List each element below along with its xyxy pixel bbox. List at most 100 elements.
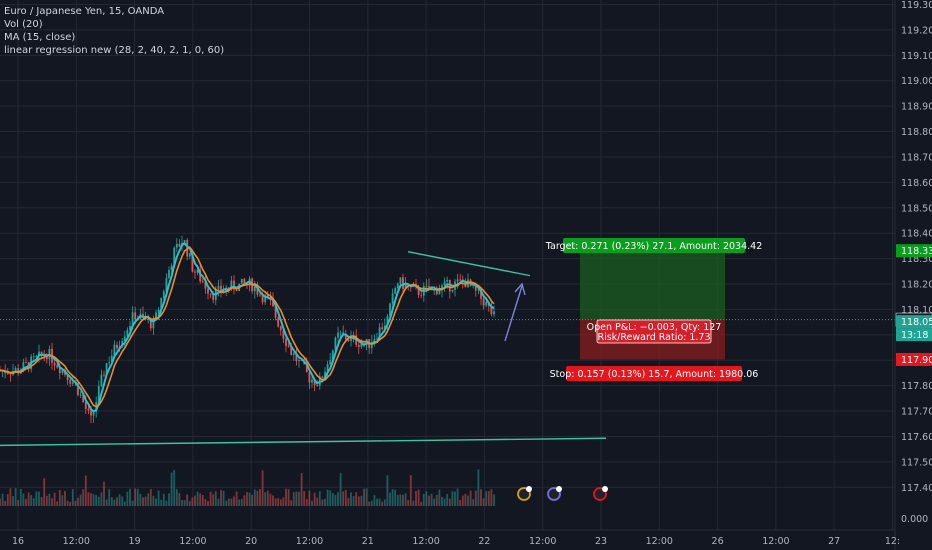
candle-body xyxy=(282,330,285,339)
volume-bar xyxy=(170,472,173,506)
candle-body xyxy=(277,317,280,327)
volume-bar xyxy=(191,497,194,506)
symbol-title[interactable]: Euro / Japanese Yen, 15, OANDA xyxy=(4,6,164,17)
volume-bar xyxy=(199,493,202,506)
volume-bar xyxy=(173,470,176,506)
volume-bar xyxy=(105,499,108,506)
volume-indicator-label[interactable]: Vol (20) xyxy=(4,19,43,30)
candle-body xyxy=(378,327,381,339)
event-markers[interactable] xyxy=(517,486,608,501)
candle-body xyxy=(459,279,462,281)
time-tick-label: 23 xyxy=(595,536,607,547)
regression-indicator-label[interactable]: linear regression new (28, 2, 40, 2, 1, … xyxy=(4,45,224,56)
ma-indicator-label[interactable]: MA (15, close) xyxy=(4,32,75,43)
event-badge-icon xyxy=(526,486,532,492)
target-label-box[interactable] xyxy=(563,238,745,253)
time-axis[interactable]: 16 12:00 19 12:00 20 12:00 21 12:00 22 12:00 23 12:… xyxy=(0,529,900,547)
volume-bar xyxy=(74,500,77,506)
candle-body xyxy=(347,339,350,341)
candle-body xyxy=(391,293,394,304)
candle-body xyxy=(334,337,337,351)
candle-body xyxy=(272,299,274,307)
volume-bar xyxy=(295,491,298,506)
volume-bar xyxy=(493,494,495,506)
price-axis-tag xyxy=(896,315,932,329)
price-axis-tag xyxy=(896,328,932,342)
volume-bar xyxy=(165,500,168,506)
candle-body xyxy=(313,379,316,386)
candle-body xyxy=(233,280,235,290)
volume-bar xyxy=(243,495,246,506)
time-tick-label: 27 xyxy=(828,536,840,547)
pnl-box[interactable] xyxy=(596,319,712,344)
volume-bar xyxy=(269,493,272,506)
volume-bar xyxy=(264,492,267,506)
volume-bar xyxy=(64,490,66,506)
stop-label-box[interactable] xyxy=(566,366,742,381)
volume-bar xyxy=(201,495,204,506)
price-tick-label: 118.600 xyxy=(901,178,932,189)
volume-bar xyxy=(126,491,129,506)
volume-bar xyxy=(461,495,464,506)
candle-body xyxy=(256,286,259,295)
volume-bar xyxy=(357,496,360,506)
candle-body xyxy=(105,363,108,375)
candle-body xyxy=(6,373,9,374)
candle-body xyxy=(399,277,402,284)
candle-body xyxy=(316,385,319,386)
price-tick-label: 117.400 xyxy=(901,483,932,494)
volume-bar xyxy=(53,492,56,506)
volume-bar xyxy=(428,495,430,506)
volume-bar xyxy=(139,493,142,506)
candle-body xyxy=(204,282,207,289)
volume-bar xyxy=(19,489,22,506)
candle-body xyxy=(90,410,92,416)
candle-body xyxy=(77,382,79,396)
time-tick-label: 19 xyxy=(129,536,141,547)
candle-body xyxy=(396,283,399,289)
volume-bar xyxy=(214,491,217,506)
volume-axis-label: 0.000 xyxy=(901,514,928,525)
candle-body xyxy=(287,345,290,347)
volume-bar xyxy=(118,494,121,506)
price-tick-label: 119.200 xyxy=(901,25,932,36)
support-trendline xyxy=(0,437,607,447)
volume-bar xyxy=(248,492,251,506)
volume-bar xyxy=(487,491,490,506)
volume-bar xyxy=(155,498,157,506)
drawings[interactable] xyxy=(0,251,607,447)
volume-bar xyxy=(51,498,53,506)
time-tick-label: 21 xyxy=(362,536,374,547)
volume-bar xyxy=(399,494,402,506)
volume-bar xyxy=(1,493,4,506)
volume-bar xyxy=(196,491,199,506)
volume-bar xyxy=(451,491,454,506)
time-tick-label: 12:00 xyxy=(179,536,206,547)
candle-body xyxy=(196,269,199,273)
volume-bar xyxy=(433,498,436,506)
volume-bar xyxy=(35,491,38,506)
time-tick-label: 22 xyxy=(478,536,490,547)
volume-bar xyxy=(87,492,90,506)
time-tick-label: 12:00 xyxy=(296,536,323,547)
volume-bar xyxy=(147,493,150,506)
candle-body xyxy=(157,309,160,313)
price-axis-tag-label: 13:18 xyxy=(901,330,928,341)
volume-bar xyxy=(365,488,368,506)
volume-bar xyxy=(97,496,100,506)
volume-bar xyxy=(259,489,261,506)
volume-bar xyxy=(238,499,241,506)
volume-bar xyxy=(256,490,259,506)
volume-bar xyxy=(420,501,423,506)
volume-bar xyxy=(334,494,337,506)
candle-body xyxy=(326,364,329,372)
volume-bar xyxy=(477,469,480,506)
candle-body xyxy=(324,371,326,378)
volume-bar xyxy=(448,498,451,506)
target-label: Target: 0.271 (0.23%) 27.1, Amount: 2034… xyxy=(545,241,762,252)
volume-bar xyxy=(40,496,43,506)
volume-bar xyxy=(318,491,321,506)
volume-bar xyxy=(417,489,420,506)
volume-bar xyxy=(277,498,280,506)
